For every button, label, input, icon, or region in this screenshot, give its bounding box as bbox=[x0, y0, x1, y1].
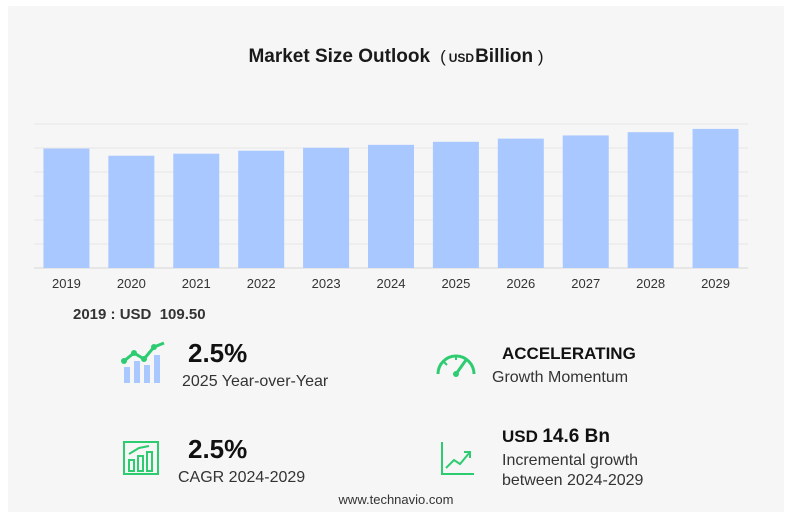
footer-site: www.technavio.com bbox=[338, 492, 454, 507]
momentum-value: ACCELERATING bbox=[502, 344, 636, 363]
incremental-prefix: USD bbox=[502, 427, 538, 446]
chart-title: Market Size Outlook (USDBillion ) bbox=[248, 46, 544, 67]
incremental-amount: 14.6 Bn bbox=[542, 426, 610, 447]
title-unit-prefix: USD bbox=[448, 51, 475, 65]
momentum-label: Growth Momentum bbox=[492, 369, 629, 386]
title-unit: Billion bbox=[475, 46, 534, 67]
x-tick-2026: 2026 bbox=[506, 276, 535, 291]
chart-card: Market Size Outlook (USDBillion ) 2019 20… bbox=[8, 6, 784, 512]
bar-2028 bbox=[627, 132, 674, 268]
bar-2025 bbox=[432, 141, 479, 268]
yoy-label: 2025 Year-over-Year bbox=[182, 373, 329, 390]
line-chart-up-icon bbox=[441, 442, 474, 475]
gauge-icon bbox=[436, 354, 476, 377]
bar-2019 bbox=[43, 148, 90, 268]
bar-2021 bbox=[173, 153, 220, 268]
x-tick-2025: 2025 bbox=[441, 276, 470, 291]
bar-trend-icon bbox=[121, 341, 165, 383]
incremental-label-1: Incremental growth bbox=[502, 452, 639, 469]
bar-2029 bbox=[692, 128, 739, 268]
x-tick-2027: 2027 bbox=[571, 276, 600, 291]
bar-2026 bbox=[497, 138, 544, 268]
x-tick-2029: 2029 bbox=[701, 276, 730, 291]
x-tick-2020: 2020 bbox=[117, 276, 146, 291]
yoy-value: 2.5% bbox=[188, 338, 248, 368]
x-axis-ticks: 2019 2020 2021 2022 2023 2024 2025 2026 2027 2028… bbox=[52, 276, 730, 291]
first-year-value: 2019 : USD 109.50 bbox=[73, 306, 206, 323]
incremental-label-2: between 2024-2029 bbox=[502, 472, 644, 489]
x-tick-2023: 2023 bbox=[312, 276, 341, 291]
title-main: Market Size Outlook bbox=[248, 46, 431, 67]
first-year-number: 109.50 bbox=[159, 306, 206, 323]
chart-bars bbox=[43, 128, 739, 268]
x-tick-2022: 2022 bbox=[247, 276, 276, 291]
cagr-value: 2.5% bbox=[188, 434, 248, 464]
bar-chart: 2019 2020 2021 2022 2023 2024 2025 2026 2027 2028… bbox=[34, 123, 748, 291]
bar-chart-up-icon bbox=[123, 441, 159, 475]
bar-2024 bbox=[368, 144, 414, 268]
bar-2023 bbox=[303, 147, 350, 268]
bar-2022 bbox=[238, 150, 285, 268]
incremental-value: USD 14.6 Bn bbox=[502, 426, 610, 448]
x-tick-2021: 2021 bbox=[182, 276, 211, 291]
first-year-label: 2019 : USD bbox=[73, 306, 152, 323]
bar-2020 bbox=[108, 155, 155, 268]
bar-2027 bbox=[562, 135, 609, 268]
x-tick-2024: 2024 bbox=[377, 276, 406, 291]
x-tick-2028: 2028 bbox=[636, 276, 665, 291]
x-tick-2019: 2019 bbox=[52, 276, 81, 291]
cagr-label: CAGR 2024-2029 bbox=[178, 469, 306, 486]
